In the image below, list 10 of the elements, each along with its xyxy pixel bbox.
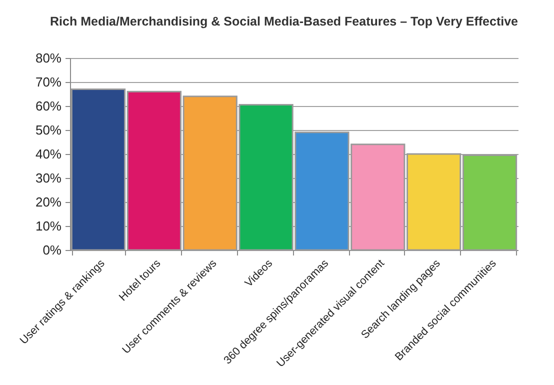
y-tick-label: 80% — [35, 50, 62, 66]
y-tick-label: 0% — [42, 242, 62, 258]
y-tick-label: 10% — [35, 218, 62, 234]
y-tick-label: 70% — [35, 74, 62, 90]
y-tick-label: 30% — [35, 170, 62, 186]
y-tick-label: 50% — [35, 122, 62, 138]
chart-title: Rich Media/Merchandising & Social Media-Based Features – Top Very Effective — [50, 14, 518, 28]
y-tick-label: 60% — [35, 98, 62, 114]
y-tick-label: 20% — [35, 194, 62, 210]
y-tick-label: 40% — [35, 146, 62, 162]
